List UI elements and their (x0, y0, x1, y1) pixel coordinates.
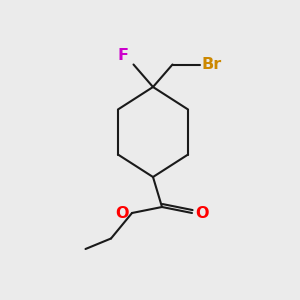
Text: O: O (115, 206, 128, 220)
Text: F: F (117, 48, 128, 63)
Text: O: O (196, 206, 209, 220)
Text: Br: Br (202, 57, 222, 72)
